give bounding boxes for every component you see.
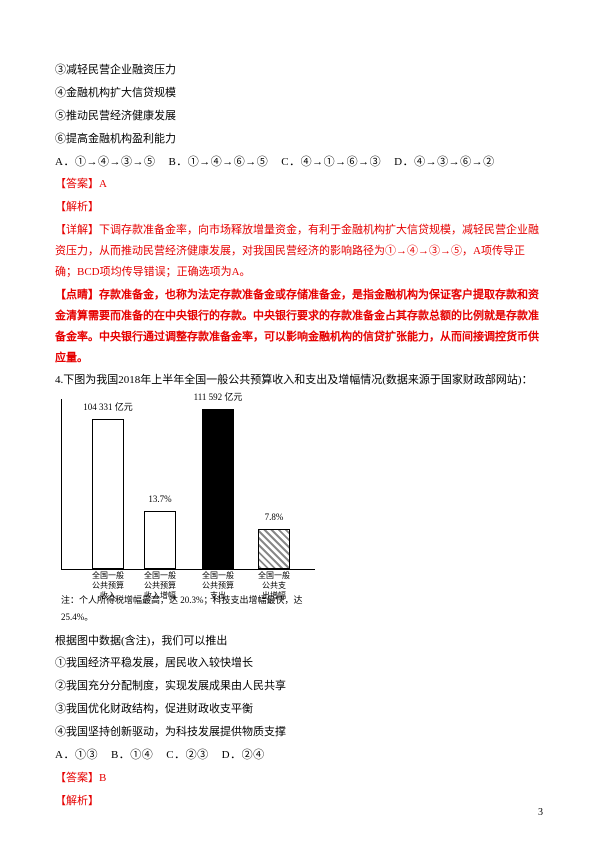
opt-d: D．④→③→⑥→②: [394, 156, 494, 168]
q3-options: A．①→④→③→⑤ B．①→④→⑥→⑤ C．④→①→⑥→③ D．④→③→⑥→②: [55, 152, 540, 173]
q4-i3: ③我国优化财政结构，促进财政收支平衡: [55, 699, 540, 720]
q3-dianjing: 【点睛】存款准备金，也称为法定存款准备金或存储准备金，是指金融机构为保证客户提取…: [55, 285, 540, 369]
bar-revenue-label: 104 331 亿元: [78, 399, 138, 416]
q3-jiexi-label: 【解析】: [55, 197, 540, 218]
bar-exp-growth-label: 7.8%: [244, 509, 304, 526]
page-number: 3: [538, 803, 543, 822]
x-rev-growth: 全国一般 公共预算 收入增幅: [138, 571, 182, 600]
stmt-5: ⑤推动民营经济健康发展: [55, 106, 540, 127]
x-exp-growth: 全国一般 公共支 出增幅: [252, 571, 296, 600]
q4-stem: 4.下图为我国2018年上半年全国一般公共预算收入和支出及增幅情况(数据来源于国…: [55, 370, 540, 391]
stmt-4: ④金融机构扩大信贷规模: [55, 83, 540, 104]
bar-expense: [202, 409, 234, 569]
x-expense: 全国一般 公共预算 支出: [196, 571, 240, 600]
opt-b: B．①→④→⑥→⑤: [168, 156, 268, 168]
opt-c: C．④→①→⑥→③: [281, 156, 381, 168]
bar-revenue: [92, 419, 124, 569]
bar-rev-growth: [144, 511, 176, 569]
opt-a: A．①→④→③→⑤: [55, 156, 155, 168]
q4-answer: 【答案】B: [55, 768, 540, 789]
q4-chart: 104 331 亿元 全国一般 公共预算 收入 13.7% 全国一般 公共预算 …: [55, 399, 315, 626]
q3-answer: 【答案】A: [55, 174, 540, 195]
chart-area: 104 331 亿元 全国一般 公共预算 收入 13.7% 全国一般 公共预算 …: [61, 399, 315, 570]
q4-opt-a: A．①③: [55, 749, 98, 761]
x-revenue: 全国一般 公共预算 收入: [86, 571, 130, 600]
q4-opt-d: D．②④: [222, 749, 265, 761]
q3-xiangjie: 【详解】下调存款准备金率，向市场释放增量资金，有利于金融机构扩大信贷规模，减轻民…: [55, 220, 540, 283]
stmt-3: ③减轻民营企业融资压力: [55, 60, 540, 81]
bar-exp-growth: [258, 529, 290, 569]
bar-expense-label: 111 592 亿元: [188, 389, 248, 406]
q4-i2: ②我国充分分配制度，实现发展成果由人民共享: [55, 676, 540, 697]
q4-opt-b: B．①④: [111, 749, 153, 761]
q4-i4: ④我国坚持创新驱动，为科技发展提供物质支撑: [55, 722, 540, 743]
q4-i1: ①我国经济平稳发展，居民收入较快增长: [55, 653, 540, 674]
q4-opt-c: C．②③: [166, 749, 208, 761]
stmt-6: ⑥提高金融机构盈利能力: [55, 129, 540, 150]
q4-options: A．①③ B．①④ C．②③ D．②④: [55, 745, 540, 766]
q4-after: 根据图中数据(含注)，我们可以推出: [55, 631, 540, 652]
q4-jiexi: 【解析】: [55, 791, 540, 812]
bar-rev-growth-label: 13.7%: [130, 491, 190, 508]
